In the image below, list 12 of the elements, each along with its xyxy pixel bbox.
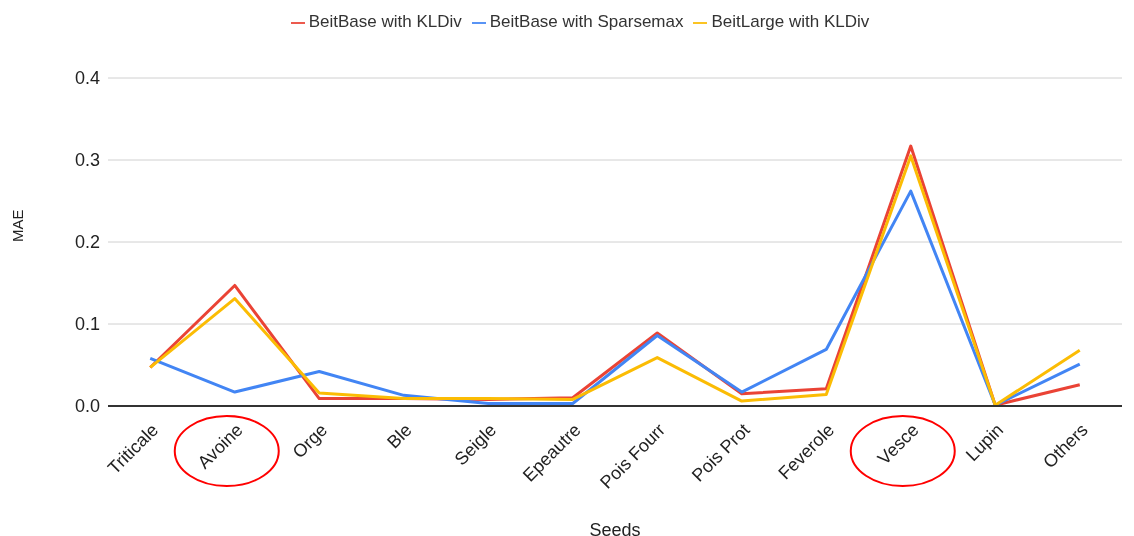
text: 0.0 — [74, 396, 100, 417]
y-tick-label: 0.2 — [74, 232, 100, 253]
y-axis-title: MAE — [9, 209, 27, 242]
legend-label: BeitBase with Sparsemax — [489, 12, 684, 31]
x-tick-label: Pois Prot — [687, 419, 754, 486]
y-tick-label: 0.1 — [74, 314, 100, 335]
y-tick-label: 0.3 — [74, 150, 100, 171]
legend-label: BeitLarge with KLDiv — [711, 12, 870, 31]
legend-label: BeitBase with KLDiv — [308, 12, 462, 31]
x-axis-title: Seeds — [589, 520, 641, 536]
x-tick-label: Ble — [383, 419, 416, 453]
y-tick-label: 0.4 — [74, 68, 100, 89]
